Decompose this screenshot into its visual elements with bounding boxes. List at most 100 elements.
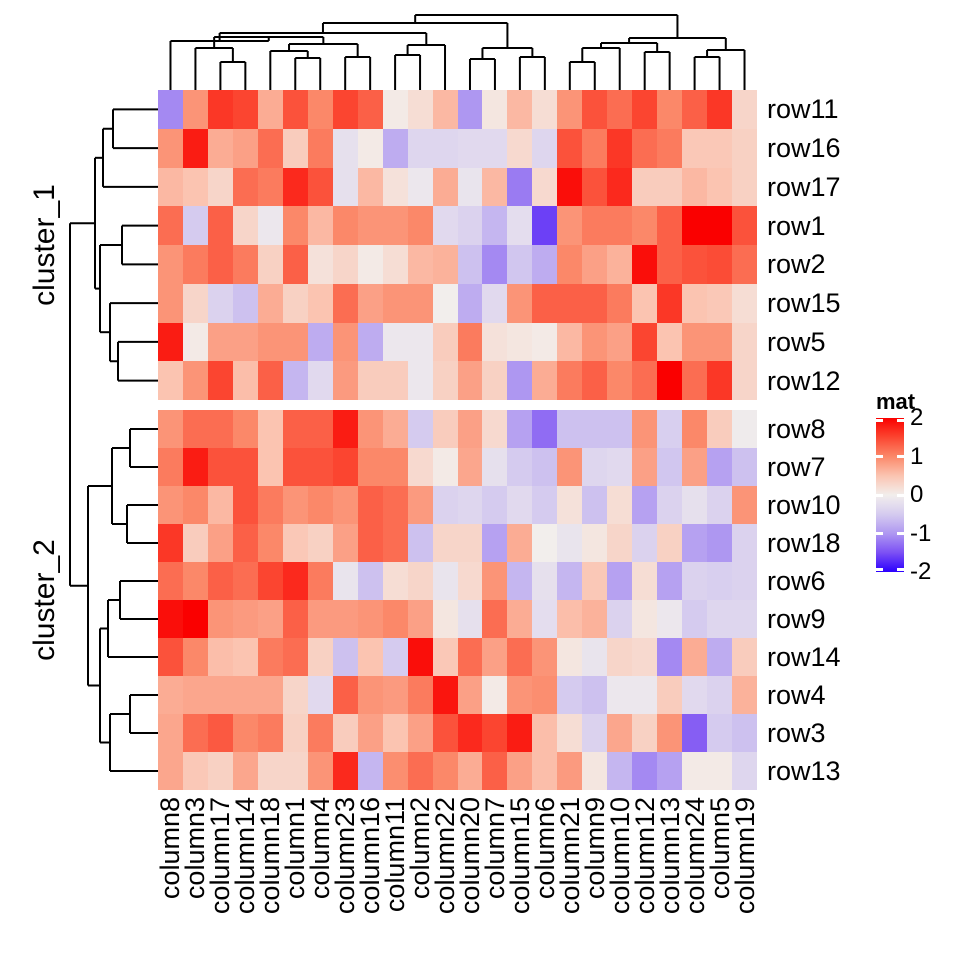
- heatmap-cell: [257, 283, 283, 323]
- row-label: row1: [767, 210, 826, 241]
- heatmap-cell: [482, 752, 508, 790]
- legend-tick-label: 0: [910, 481, 924, 508]
- heatmap-cell: [307, 638, 333, 676]
- heatmap-cell: [407, 562, 433, 600]
- heatmap-cell: [532, 206, 558, 245]
- heatmap-cell: [482, 486, 508, 524]
- heatmap-cell: [232, 638, 258, 676]
- heatmap-cell: [382, 361, 408, 400]
- heatmap-cell: [507, 638, 533, 676]
- heatmap-cell: [382, 714, 408, 752]
- heatmap-cell: [532, 638, 558, 676]
- heatmap-cell: [482, 638, 508, 676]
- heatmap-cell: [332, 448, 358, 486]
- heatmap-cell: [432, 448, 458, 486]
- heatmap-cell: [182, 167, 208, 207]
- heatmap-cell: [707, 600, 733, 638]
- heatmap-cell: [732, 90, 757, 129]
- heatmap-cell: [382, 206, 408, 245]
- legend-tick-dash: [897, 455, 904, 458]
- heatmap-cell: [732, 752, 757, 790]
- heatmap-cell: [657, 486, 683, 524]
- heatmap-cell: [682, 206, 708, 245]
- heatmap-cell: [557, 361, 583, 400]
- heatmap-cell: [507, 524, 533, 562]
- row-label: row6: [767, 566, 826, 596]
- heatmap-cell: [632, 167, 658, 207]
- heatmap-cell: [457, 600, 483, 638]
- heatmap-cell: [657, 600, 683, 638]
- heatmap-cell: [707, 714, 733, 752]
- heatmap-cell: [407, 638, 433, 676]
- heatmap-cell: [682, 448, 708, 486]
- heatmap-cell: [357, 361, 383, 400]
- heatmap-cell: [682, 283, 708, 323]
- heatmap-cell: [682, 600, 708, 638]
- row-label: row2: [767, 249, 826, 280]
- heatmap-cell: [507, 90, 533, 129]
- heatmap-cell: [732, 448, 757, 486]
- heatmap-cell: [332, 638, 358, 676]
- heatmap-cell: [532, 322, 558, 362]
- heatmap-cell: [657, 206, 683, 245]
- heatmap-cell: [307, 245, 333, 284]
- heatmap-cell: [357, 206, 383, 245]
- heatmap-cell: [232, 448, 258, 486]
- heatmap-cell: [432, 638, 458, 676]
- heatmap-cell: [607, 752, 633, 790]
- heatmap-cell: [607, 245, 633, 284]
- heatmap-cell: [482, 206, 508, 245]
- heatmap-cell: [557, 600, 583, 638]
- heatmap-cell: [457, 638, 483, 676]
- heatmap-cell: [482, 167, 508, 207]
- heatmap-cell: [182, 322, 208, 362]
- legend-title: mat: [876, 389, 916, 414]
- heatmap-cell: [282, 128, 308, 168]
- heatmap-cell: [332, 322, 358, 362]
- legend-tick-dash: [876, 568, 883, 571]
- heatmap-cell: [432, 600, 458, 638]
- heatmap-cell: [432, 752, 458, 790]
- heatmap-cell: [307, 714, 333, 752]
- heatmap-cell: [507, 562, 533, 600]
- heatmap-cell: [707, 448, 733, 486]
- heatmap-cell: [282, 167, 308, 207]
- heatmap-cell: [482, 562, 508, 600]
- heatmap-cell: [207, 410, 233, 448]
- heatmap-cell: [732, 283, 757, 323]
- heatmap-cell: [282, 714, 308, 752]
- legend-tick-dash: [897, 532, 904, 535]
- heatmap-cell: [158, 600, 183, 638]
- heatmap-cell: [432, 245, 458, 284]
- heatmap-cell: [457, 283, 483, 323]
- heatmap-cell: [707, 167, 733, 207]
- heatmap-cell: [357, 90, 383, 129]
- heatmap-cell: [407, 167, 433, 207]
- heatmap-cell: [607, 167, 633, 207]
- heatmap-cell: [332, 410, 358, 448]
- heatmap-cell: [532, 361, 558, 400]
- row-label: row18: [767, 528, 841, 558]
- heatmap-cell: [282, 410, 308, 448]
- heatmap-cell: [482, 90, 508, 129]
- heatmap-cell: [282, 752, 308, 790]
- heatmap-cell: [507, 714, 533, 752]
- heatmap-cell: [582, 638, 608, 676]
- heatmap-cell: [632, 245, 658, 284]
- heatmap-cell: [582, 486, 608, 524]
- heatmap-cell: [682, 676, 708, 714]
- heatmap-cell: [182, 283, 208, 323]
- heatmap-cell: [457, 245, 483, 284]
- heatmap-cell: [232, 600, 258, 638]
- heatmap-cell: [307, 486, 333, 524]
- heatmap-cell: [158, 714, 183, 752]
- heatmap-cell: [607, 714, 633, 752]
- heatmap-cell: [657, 714, 683, 752]
- heatmap-cell: [707, 562, 733, 600]
- heatmap-cell: [232, 245, 258, 284]
- heatmap-cell: [707, 486, 733, 524]
- heatmap-cell: [207, 524, 233, 562]
- heatmap-cell: [407, 676, 433, 714]
- heatmap-cell: [732, 167, 757, 207]
- heatmap-cell: [632, 128, 658, 168]
